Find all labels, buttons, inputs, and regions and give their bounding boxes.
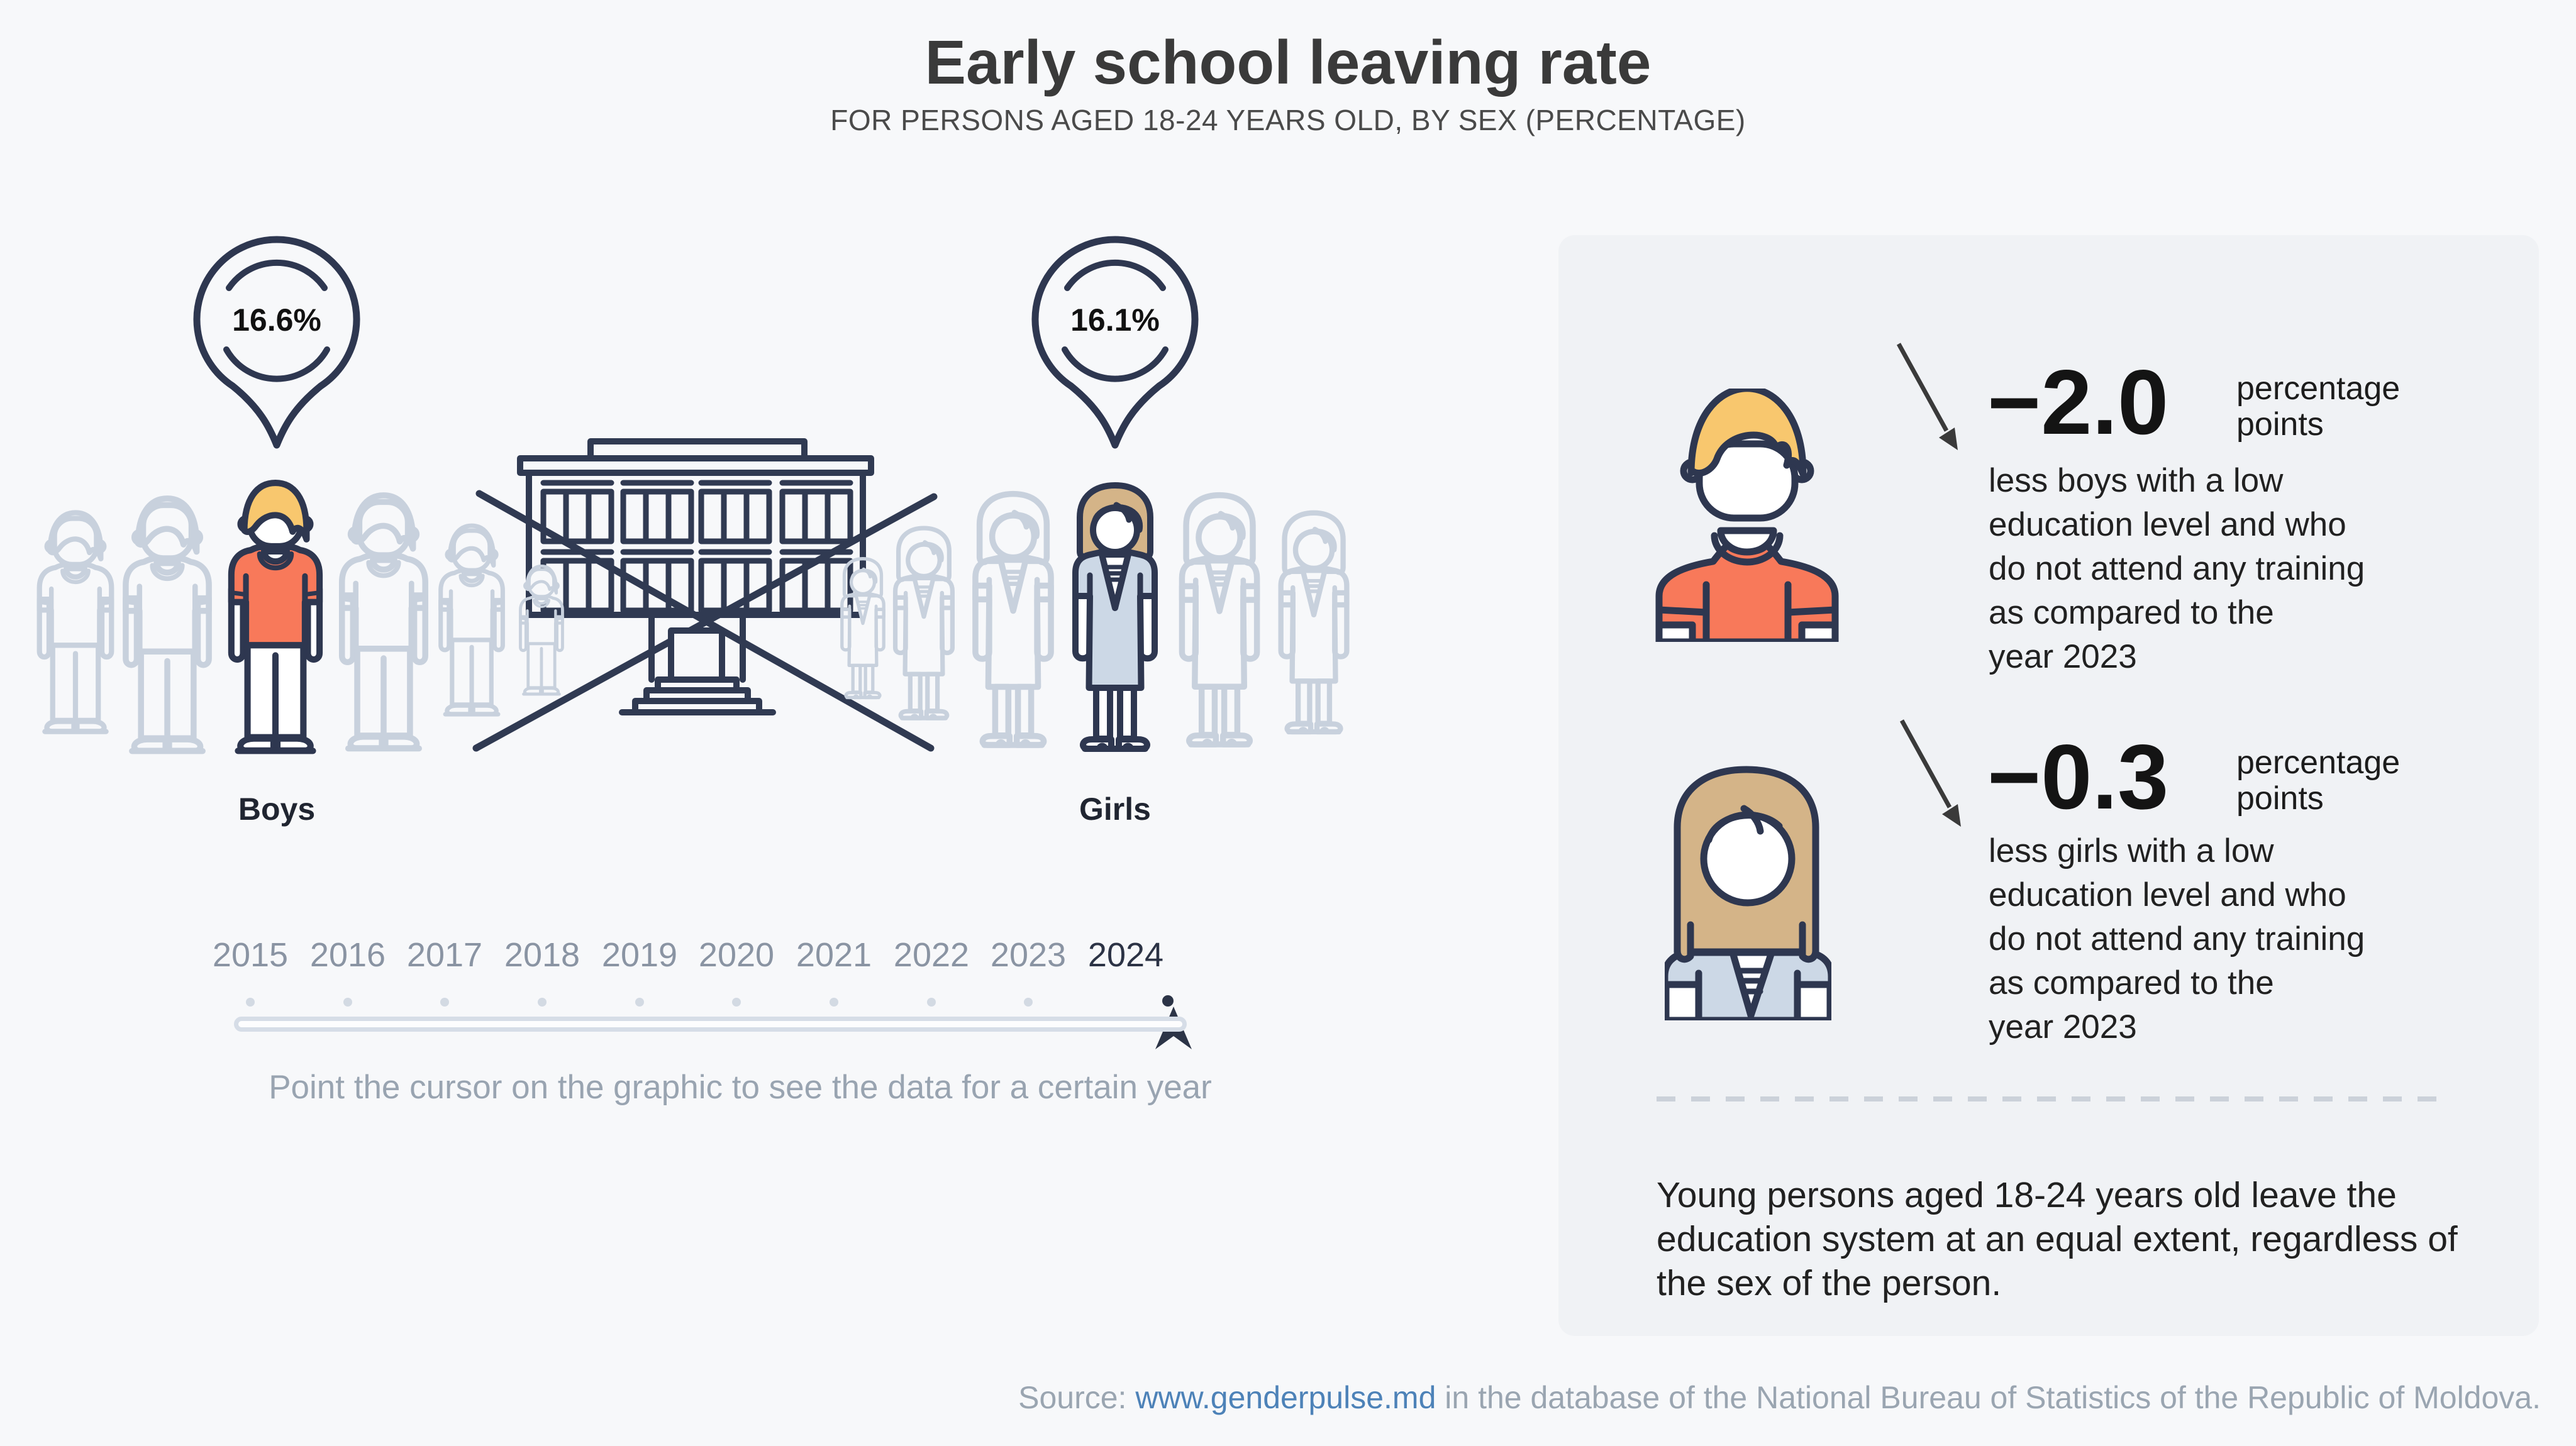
svg-text:Girls: Girls (1079, 792, 1151, 827)
svg-text:16.1%: 16.1% (1070, 302, 1160, 338)
svg-text:16.6%: 16.6% (232, 302, 321, 338)
svg-text:Boys: Boys (238, 792, 315, 827)
